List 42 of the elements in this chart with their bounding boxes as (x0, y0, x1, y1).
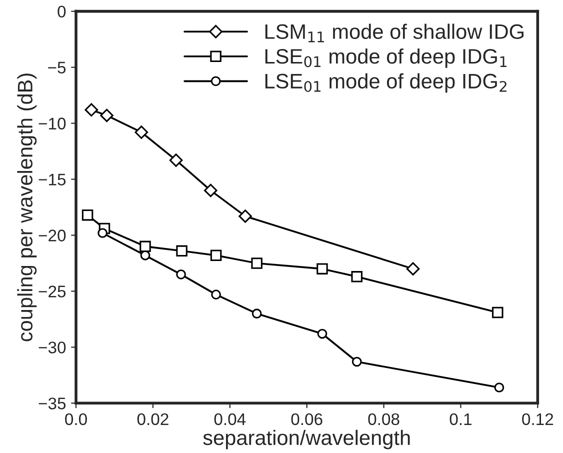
legend-label: LSM$_{11}$ mode of shallow IDG (265, 24, 524, 42)
point (211, 290, 221, 300)
point (82, 209, 94, 221)
y-tick-label: −20 (38, 230, 66, 242)
point (238, 210, 252, 223)
point (316, 263, 328, 274)
x-tick-label: 0.0 (65, 413, 87, 426)
y-tick-label: −5 (48, 62, 66, 74)
y-tick-label: −25 (38, 286, 66, 298)
y-tick-label: −30 (38, 342, 66, 354)
point (317, 328, 328, 339)
point (169, 154, 183, 167)
x-tick-label: 0.02 (137, 413, 168, 426)
point (210, 250, 222, 262)
y-tick-label: −15 (38, 174, 66, 186)
point (406, 262, 420, 276)
y-tick-label: −10 (38, 118, 66, 130)
point (98, 228, 108, 238)
point (100, 108, 114, 122)
x-tick-label: 0.06 (291, 413, 322, 426)
x-tick-label: 0.08 (368, 413, 400, 426)
x-tick-label: 0.12 (522, 413, 554, 426)
point (204, 184, 218, 198)
y-tick-label: −35 (38, 398, 66, 410)
x-axis-title: separation/wavelength (203, 430, 410, 450)
point (251, 258, 262, 269)
point (352, 356, 362, 367)
y-tick-label: 0 (58, 6, 66, 18)
point (351, 271, 362, 282)
point (84, 103, 98, 117)
y-axis-title: coupling per wavelength (dB) (17, 74, 37, 342)
point (140, 240, 151, 252)
x-tick-label: 0.1 (450, 413, 472, 426)
legend-label: LSE$_{01}$ mode of deep IDG$_{1}$ (265, 48, 507, 68)
x-tick-label: 0.04 (214, 413, 246, 426)
legend-label: LSE$_{01}$ mode of deep IDG$_{2}$ (265, 73, 506, 93)
point (492, 306, 504, 318)
point (252, 308, 262, 319)
point (176, 269, 186, 280)
point (176, 245, 188, 257)
point (494, 382, 504, 392)
point (134, 126, 148, 139)
